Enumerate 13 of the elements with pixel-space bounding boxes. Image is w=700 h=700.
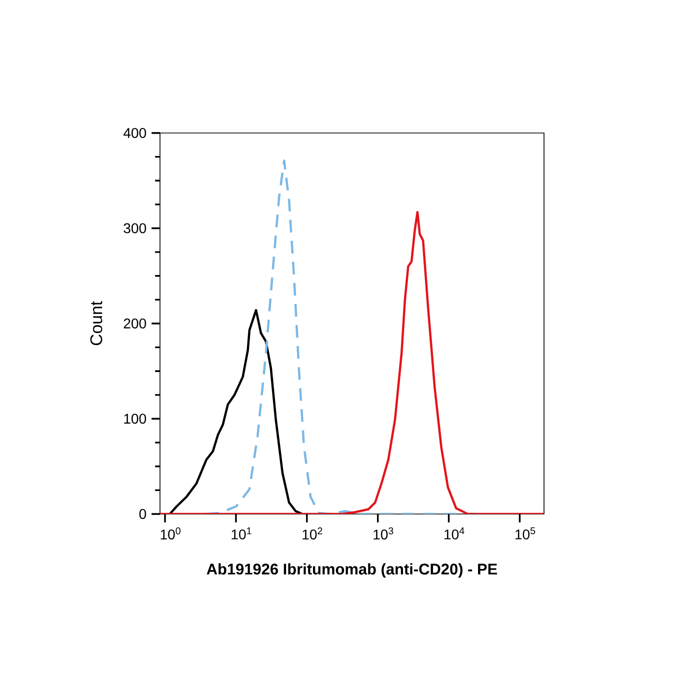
y-axis-title: Count	[90, 301, 102, 346]
x-tick-label: 10$^{4}$	[444, 527, 464, 540]
x-tick-label: 10$^{0}$	[160, 527, 180, 540]
y-tick-label: 300	[124, 223, 146, 234]
x-axis-title: Ab191926 Ibritumomab (anti-CD20) - PE	[206, 563, 498, 578]
x-tick-label: 10$^{1}$	[232, 527, 252, 540]
x-tick-label: 10$^{2}$	[302, 527, 322, 540]
y-tick-label: 400	[123, 128, 146, 138]
x-tick-label: 10$^{3}$	[374, 527, 394, 540]
y-tick-label: 0	[139, 509, 146, 519]
y-tick-label: 100	[124, 414, 146, 424]
x-tick-label: 10$^{5}$	[516, 527, 536, 540]
y-tick-label: 200	[124, 318, 146, 328]
